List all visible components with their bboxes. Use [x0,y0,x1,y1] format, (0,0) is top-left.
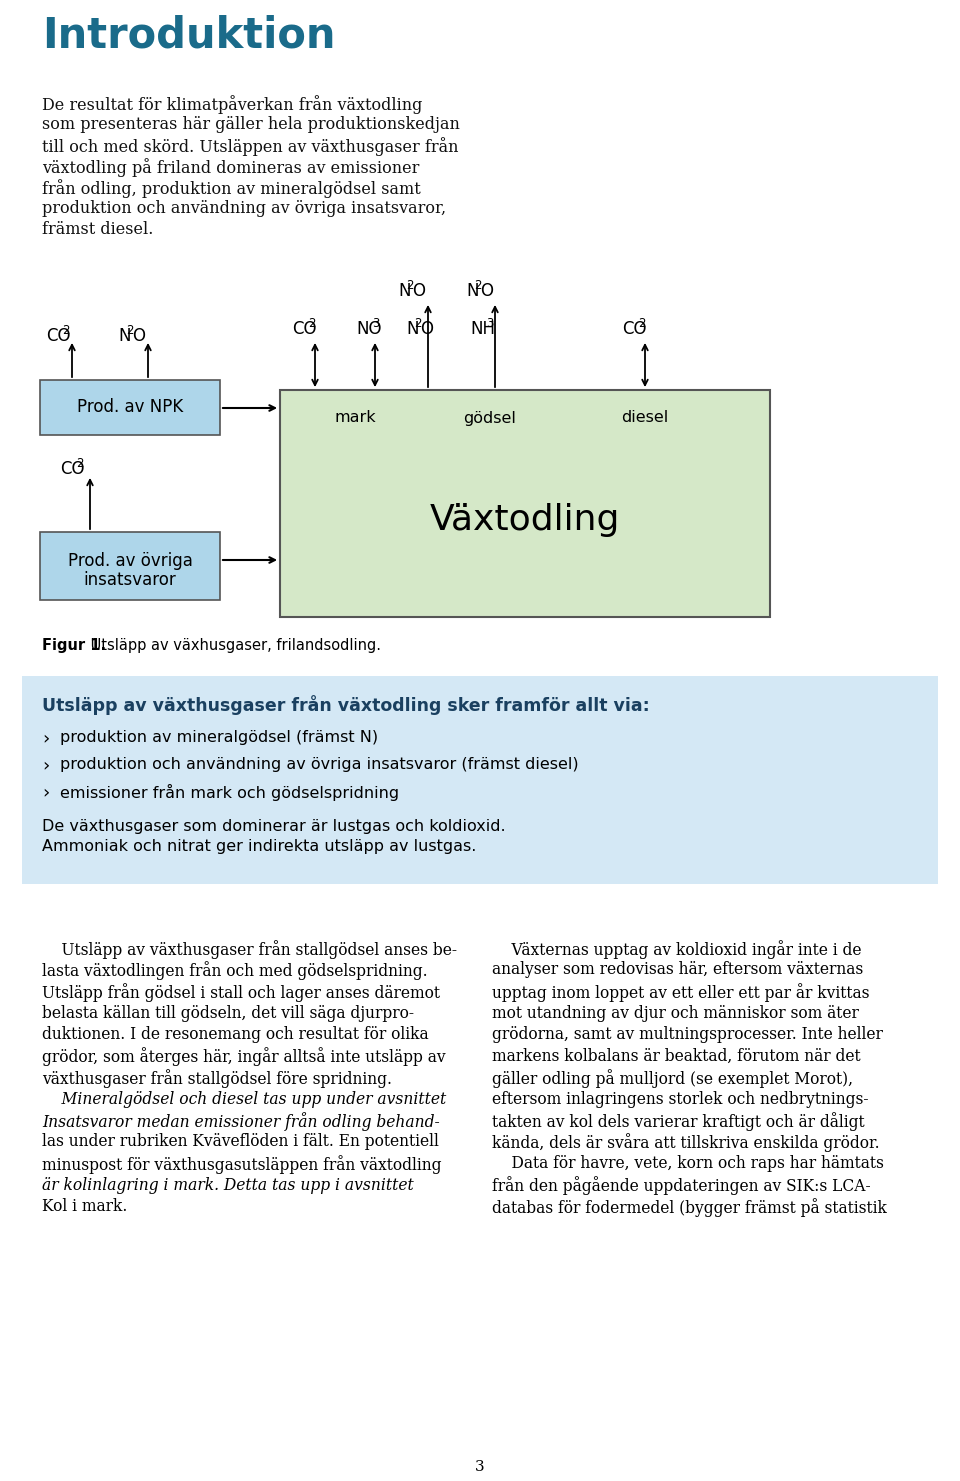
Text: Utsläpp av växhusgaser, frilandsodling.: Utsläpp av växhusgaser, frilandsodling. [86,638,381,653]
Text: Växternas upptag av koldioxid ingår inte i de: Växternas upptag av koldioxid ingår inte… [492,940,861,958]
Text: 2: 2 [406,278,414,292]
Text: 2: 2 [76,456,84,469]
Text: Introduktion: Introduktion [42,15,335,56]
Text: Utsläpp från gödsel i stall och lager anses däremot: Utsläpp från gödsel i stall och lager an… [42,983,440,1003]
Text: CO: CO [46,327,70,345]
Text: las under rubriken Kväveflöden i fält. En potentiell: las under rubriken Kväveflöden i fält. E… [42,1133,439,1151]
Text: duktionen. I de resonemang och resultat för olika: duktionen. I de resonemang och resultat … [42,1026,428,1043]
Text: är kolinlagring i mark. Detta tas upp i avsnittet: är kolinlagring i mark. Detta tas upp i … [42,1176,414,1194]
Text: 2: 2 [638,317,646,330]
Text: Utsläpp av växthusgaser från stallgödsel anses be-: Utsläpp av växthusgaser från stallgödsel… [42,940,457,958]
Text: mark: mark [334,410,375,425]
Bar [40,381,220,435]
Text: takten av kol dels varierar kraftigt och är dåligt: takten av kol dels varierar kraftigt och… [492,1112,865,1131]
Text: Insatsvaror medan emissioner från odling behand-: Insatsvaror medan emissioner från odling… [42,1112,440,1131]
Text: O: O [132,327,145,345]
Text: 2: 2 [62,324,70,336]
Text: ›: › [42,783,49,803]
Text: Kol i mark.: Kol i mark. [42,1198,128,1214]
Text: CO: CO [60,461,84,478]
Text: CO: CO [292,320,317,338]
Text: ›: › [42,730,49,748]
Text: grödor, som återges här, ingår alltså inte utsläpp av: grödor, som återges här, ingår alltså in… [42,1047,445,1066]
Text: 2: 2 [414,317,421,330]
Text: N: N [406,320,419,338]
Text: databas för fodermedel (bygger främst på statistik: databas för fodermedel (bygger främst på… [492,1198,887,1217]
Text: 3: 3 [372,317,380,330]
Text: 2: 2 [308,317,316,330]
Text: emissioner från mark och gödselspridning: emissioner från mark och gödselspridning [60,783,399,801]
Text: kända, dels är svåra att tillskriva enskilda grödor.: kända, dels är svåra att tillskriva ensk… [492,1133,879,1152]
Text: 3: 3 [487,317,493,330]
Text: NH: NH [470,320,495,338]
Text: 3: 3 [475,1460,485,1474]
Text: diesel: diesel [621,410,668,425]
Text: Prod. av NPK: Prod. av NPK [77,398,183,416]
Text: N: N [466,281,478,301]
Text: Prod. av övriga: Prod. av övriga [67,552,192,570]
Text: Ammoniak och nitrat ger indirekta utsläpp av lustgas.: Ammoniak och nitrat ger indirekta utsläp… [42,840,476,855]
Text: N: N [398,281,411,301]
Text: O: O [420,320,433,338]
Text: till och med skörd. Utsläppen av växthusgaser från: till och med skörd. Utsläppen av växthus… [42,138,459,156]
Text: markens kolbalans är beaktad, förutom när det: markens kolbalans är beaktad, förutom nä… [492,1047,860,1065]
Text: minuspost för växthusgasutsläppen från växtodling: minuspost för växthusgasutsläppen från v… [42,1155,442,1174]
Text: upptag inom loppet av ett eller ett par år kvittas: upptag inom loppet av ett eller ett par … [492,983,870,1003]
Text: Data för havre, vete, korn och raps har hämtats: Data för havre, vete, korn och raps har … [492,1155,884,1171]
Bar [22,675,938,884]
Text: lasta växtodlingen från och med gödselspridning.: lasta växtodlingen från och med gödselsp… [42,961,427,980]
Bar [280,390,770,618]
Text: från den pågående uppdateringen av SIK:s LCA-: från den pågående uppdateringen av SIK:s… [492,1176,871,1195]
Text: insatsvaror: insatsvaror [84,572,177,589]
Text: belasta källan till gödseln, det vill säga djurpro-: belasta källan till gödseln, det vill sä… [42,1004,414,1022]
Text: Växtodling: Växtodling [430,504,620,538]
Text: främst diesel.: främst diesel. [42,221,154,238]
Text: som presenteras här gäller hela produktionskedjan: som presenteras här gäller hela produkti… [42,116,460,133]
Text: eftersom inlagringens storlek och nedbrytnings-: eftersom inlagringens storlek och nedbry… [492,1090,869,1108]
Text: O: O [480,281,492,301]
Text: Mineralgödsel och diesel tas upp under avsnittet: Mineralgödsel och diesel tas upp under a… [42,1090,446,1108]
Text: växthusgaser från stallgödsel före spridning.: växthusgaser från stallgödsel före sprid… [42,1069,392,1089]
Text: CO: CO [622,320,646,338]
Text: ›: › [42,757,49,775]
Text: produktion av mineralgödsel (främst N): produktion av mineralgödsel (främst N) [60,730,378,745]
Text: gödsel: gödsel [464,410,516,425]
Bar [40,532,220,600]
Text: gäller odling på mulljord (se exemplet Morot),: gäller odling på mulljord (se exemplet M… [492,1069,853,1089]
Text: Figur 1.: Figur 1. [42,638,107,653]
Text: 2: 2 [474,278,482,292]
Text: De växthusgaser som dominerar är lustgas och koldioxid.: De växthusgaser som dominerar är lustgas… [42,819,506,834]
Text: De resultat för klimatpåverkan från växtodling: De resultat för klimatpåverkan från växt… [42,95,422,114]
Text: mot utandning av djur och människor som äter: mot utandning av djur och människor som … [492,1004,859,1022]
Text: 2: 2 [126,324,133,336]
Text: Utsläpp av växthusgaser från växtodling sker framför allt via:: Utsläpp av växthusgaser från växtodling … [42,695,650,715]
Text: analyser som redovisas här, eftersom växternas: analyser som redovisas här, eftersom väx… [492,961,863,979]
Text: produktion och användning av övriga insatsvaror (främst diesel): produktion och användning av övriga insa… [60,757,579,772]
Text: från odling, produktion av mineralgödsel samt: från odling, produktion av mineralgödsel… [42,179,420,198]
Text: växtodling på friland domineras av emissioner: växtodling på friland domineras av emiss… [42,158,420,176]
Text: N: N [118,327,131,345]
Text: grödorna, samt av multningsprocesser. Inte heller: grödorna, samt av multningsprocesser. In… [492,1026,883,1043]
Text: O: O [412,281,425,301]
Text: NO: NO [356,320,381,338]
Text: produktion och användning av övriga insatsvaror,: produktion och användning av övriga insa… [42,200,446,218]
